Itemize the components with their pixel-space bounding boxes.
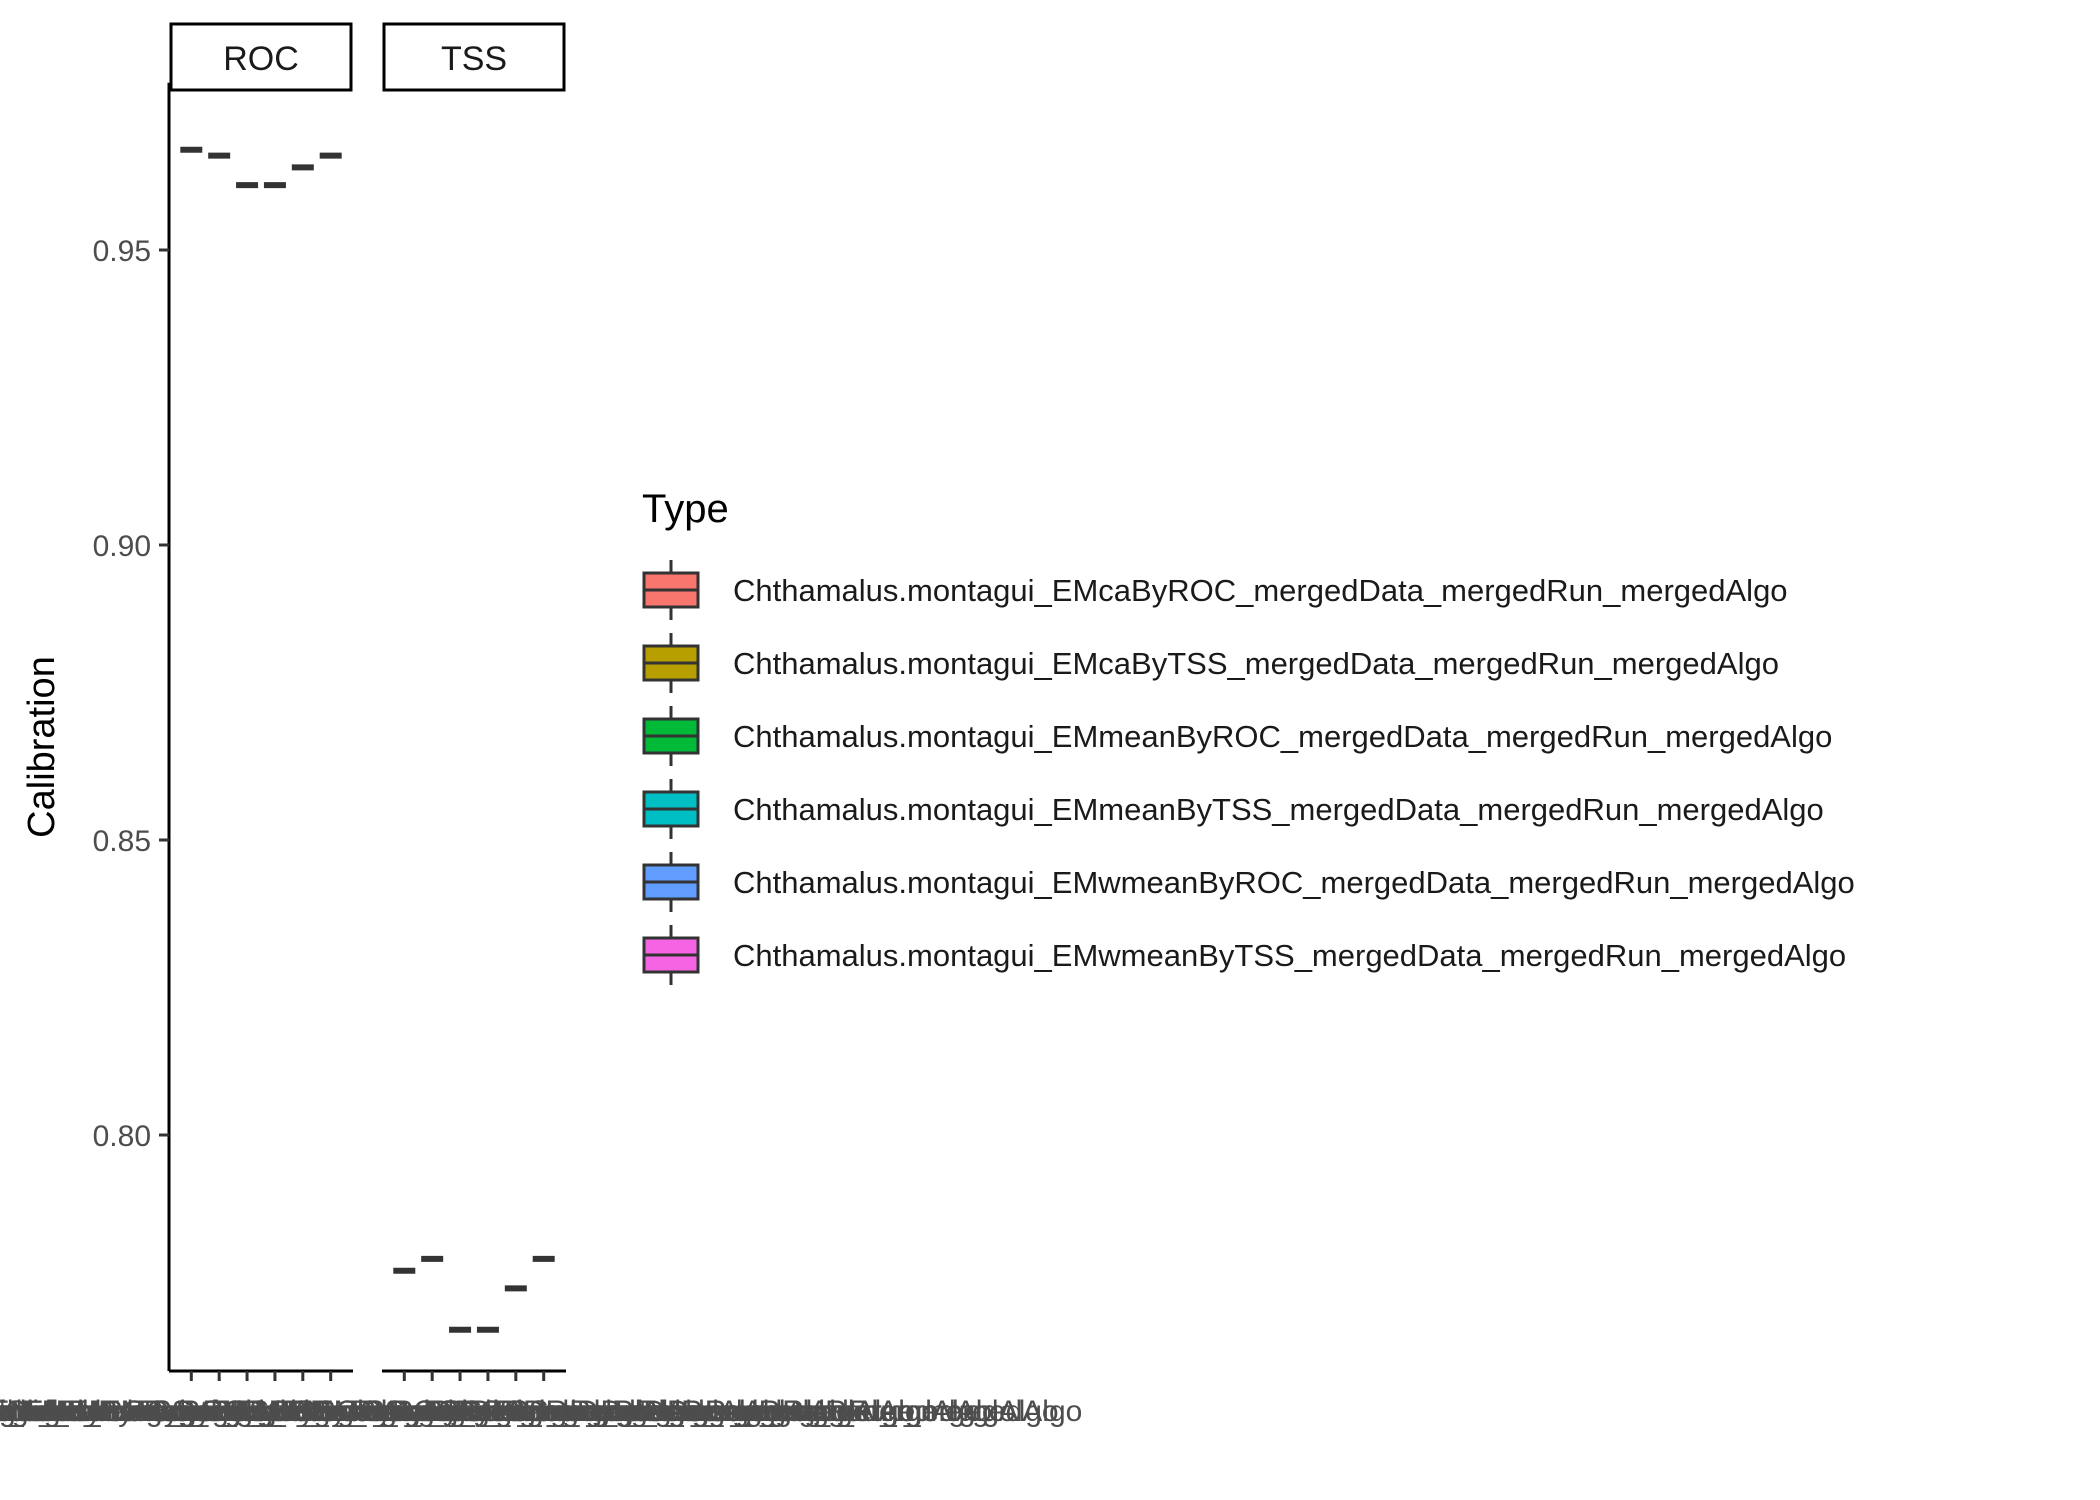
- facet-strip-label: ROC: [223, 40, 299, 78]
- facet-panels: ROC Chthamalus.montagui_EMcaByROC_mergedD…: [0, 22, 1082, 1428]
- y-tick-label: 0.80: [93, 1120, 151, 1153]
- x-tick-label: Chthamalus.montagui_EMcaByTSS_mergedData…: [0, 1395, 725, 1428]
- y-tick-label: 0.95: [93, 235, 151, 268]
- legend-label: Chthamalus.montagui_EMcaByROC_mergedData…: [733, 573, 1788, 608]
- legend-item: Chthamalus.montagui_EMcaByTSS_mergedData…: [642, 633, 1779, 693]
- legend-item: Chthamalus.montagui_EMwmeanByTSS_mergedD…: [642, 925, 1846, 985]
- facet-strip: [169, 22, 353, 92]
- facet-strip-label: TSS: [441, 40, 507, 78]
- y-axis-title: Calibration: [21, 656, 63, 838]
- facet-panel-roc: ROC Chthamalus.montagui_EMcaByROC_mergedD…: [0, 22, 869, 1428]
- x-tick-label: Chthamalus.montagui_EMmeanByROC_mergedDa…: [0, 1395, 779, 1428]
- x-tick-label: Chthamalus.montagui_EMwmeanByROC_mergedD…: [0, 1395, 846, 1428]
- legend-label: Chthamalus.montagui_EMmeanByROC_mergedDa…: [733, 719, 1832, 754]
- y-axis: 0.80 0.85 0.90 0.95: [93, 82, 171, 1371]
- x-tick-label: Chthamalus.montagui_EMwmeanByROC_mergedD…: [0, 1395, 1059, 1428]
- x-tick-label: Chthamalus.montagui_EMcaByTSS_mergedData…: [0, 1395, 938, 1428]
- legend-item: Chthamalus.montagui_EMcaByROC_mergedData…: [642, 560, 1788, 620]
- x-tick-label: Chthamalus.montagui_EMwmeanByTSS_mergedD…: [0, 1395, 869, 1428]
- x-tick-label: Chthamalus.montagui_EMcaByROC_mergedData…: [0, 1395, 702, 1428]
- x-tick-label: Chthamalus.montagui_EMcaByROC_mergedData…: [0, 1395, 915, 1428]
- legend-item: Chthamalus.montagui_EMwmeanByROC_mergedD…: [642, 852, 1855, 912]
- x-tick-label: Chthamalus.montagui_EMmeanByTSS_mergedDa…: [0, 1395, 1016, 1428]
- y-tick-label: 0.85: [93, 825, 151, 858]
- legend-label: Chthamalus.montagui_EMwmeanByROC_mergedD…: [733, 865, 1855, 900]
- legend-item: Chthamalus.montagui_EMmeanByTSS_mergedDa…: [642, 779, 1824, 839]
- facet-strip: [382, 22, 566, 92]
- x-tick-label: Chthamalus.montagui_EMwmeanByTSS_mergedD…: [5, 1395, 1082, 1428]
- x-tick-label: Chthamalus.montagui_EMmeanByROC_mergedDa…: [0, 1395, 992, 1428]
- legend: Type Chthamalus.montagui_EMcaByROC_merge…: [642, 487, 1855, 985]
- legend-label: Chthamalus.montagui_EMwmeanByTSS_mergedD…: [733, 938, 1846, 973]
- facet-panel-tss: TSS Chthamalus.montagui_EMcaByROC_mergedD…: [0, 22, 1082, 1428]
- legend-label: Chthamalus.montagui_EMmeanByTSS_mergedDa…: [733, 792, 1824, 827]
- legend-item: Chthamalus.montagui_EMmeanByROC_mergedDa…: [642, 706, 1832, 766]
- x-tick-label: Chthamalus.montagui_EMmeanByTSS_mergedDa…: [0, 1395, 803, 1428]
- y-tick-label: 0.90: [93, 530, 151, 563]
- legend-title: Type: [642, 487, 729, 531]
- legend-label: Chthamalus.montagui_EMcaByTSS_mergedData…: [733, 646, 1779, 681]
